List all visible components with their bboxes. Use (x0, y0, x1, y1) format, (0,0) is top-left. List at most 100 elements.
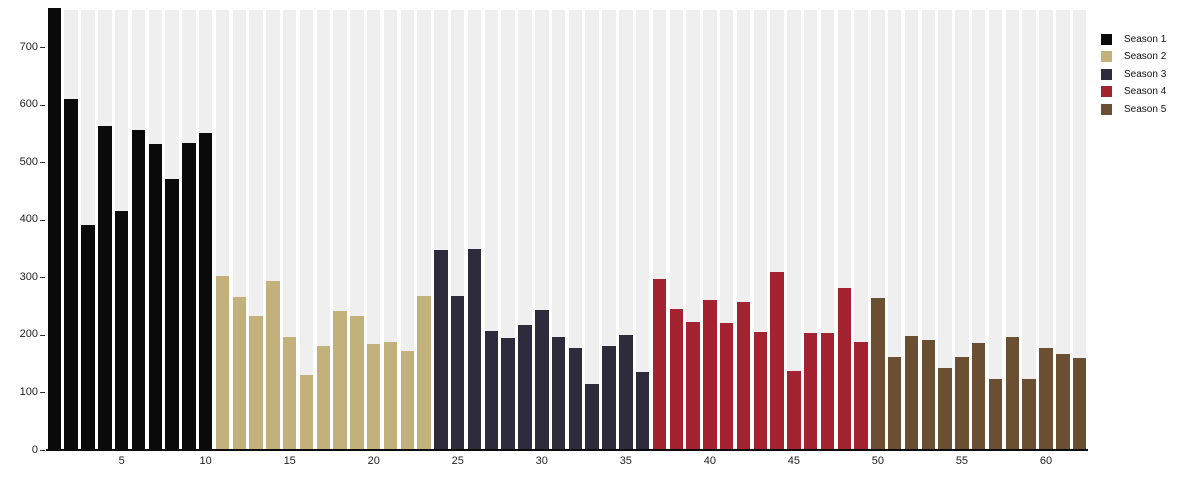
background-column (635, 10, 650, 450)
background-column (585, 10, 599, 450)
y-tick-label: 200 (19, 328, 38, 341)
legend-item: Season 1 (1101, 33, 1187, 45)
background-column (1022, 10, 1036, 450)
background-column (854, 10, 868, 450)
episode-bar (770, 271, 784, 450)
episode-bar (467, 248, 482, 450)
season-5-swatch-icon (1101, 103, 1112, 115)
episode-bar (282, 337, 297, 450)
x-tick-label: 15 (283, 455, 296, 467)
episode-bar (518, 324, 532, 450)
y-tick-label: 0 (31, 443, 38, 456)
background-column (383, 10, 398, 450)
season-4-swatch-icon (1101, 86, 1112, 97)
episode-bar (350, 316, 364, 450)
x-tick-label: 25 (451, 455, 464, 467)
episode-bar (501, 337, 515, 450)
episode-bar (400, 350, 415, 450)
episode-bar (114, 211, 129, 450)
x-tick-label: 35 (619, 455, 632, 467)
y-tick-mark (40, 392, 45, 394)
episode-bar (955, 356, 969, 450)
legend-item: Season 2 (1101, 51, 1187, 63)
background-column (400, 10, 415, 450)
episode-bar (198, 133, 213, 450)
episode-bar (417, 295, 431, 450)
episode-bar (1022, 379, 1036, 450)
episode-bar (753, 331, 767, 450)
episode-bar (602, 345, 616, 450)
episode-bar (854, 342, 868, 450)
background-column (316, 10, 331, 450)
episode-bar (669, 309, 683, 450)
legend-label: Season 4 (1124, 86, 1167, 97)
episode-bar (871, 298, 885, 450)
season-1-swatch-icon (1101, 33, 1112, 45)
episode-bar (652, 279, 667, 450)
episode-bar (182, 142, 196, 450)
episode-bar (719, 322, 734, 450)
legend-label: Season 1 (1124, 33, 1167, 45)
episode-bar (803, 333, 818, 450)
x-tick-label: 30 (535, 455, 548, 467)
legend-label: Season 2 (1124, 51, 1167, 62)
episode-bar (131, 129, 146, 450)
background-column (787, 10, 801, 450)
x-axis-line (46, 449, 1088, 451)
episode-bar (686, 321, 700, 450)
episode-bar (367, 344, 381, 450)
episode-bar (333, 311, 347, 450)
y-tick-label: 400 (19, 213, 38, 226)
y-tick-mark (40, 450, 45, 451)
background-column (367, 10, 381, 450)
x-tick-label: 45 (787, 455, 800, 467)
legend-label: Season 3 (1124, 68, 1167, 80)
episode-bar (484, 330, 499, 450)
episode-bar (148, 144, 162, 450)
x-tick-label: 10 (199, 455, 212, 467)
episode-bar (736, 302, 751, 450)
episode-bar (266, 280, 280, 450)
legend: Season 1 Season 2 Season 3 Season 4 Seas… (1101, 33, 1187, 121)
y-tick-mark (40, 162, 45, 164)
legend-item: Season 4 (1101, 86, 1187, 98)
episode-bar (972, 343, 986, 450)
episode-bar (938, 368, 952, 450)
y-tick-mark (40, 334, 45, 336)
episode-bar (1056, 353, 1070, 450)
episode-bar (904, 336, 919, 450)
background-column (568, 10, 583, 450)
background-column (938, 10, 952, 450)
episode-bar (98, 125, 112, 450)
episode-bar (988, 379, 1003, 450)
y-tick-mark (40, 47, 45, 49)
episode-bar (299, 375, 314, 450)
y-tick-mark (40, 219, 45, 221)
x-tick-label: 5 (118, 455, 125, 467)
episode-bar (820, 333, 835, 450)
x-tick-label: 50 (871, 455, 885, 467)
episode-bar (383, 341, 398, 450)
episode-bar (165, 179, 179, 450)
episode-bar (787, 371, 801, 450)
y-tick-mark (40, 277, 45, 279)
episode-bar (1072, 357, 1087, 450)
episode-bar (232, 297, 246, 450)
y-tick-label: 100 (19, 385, 38, 398)
legend-label: Season 5 (1124, 103, 1167, 115)
season-3-swatch-icon (1101, 68, 1112, 80)
background-column (955, 10, 969, 450)
episode-bar (535, 310, 549, 450)
background-column (299, 10, 314, 450)
episode-bar (703, 299, 717, 450)
background-column (1039, 10, 1053, 450)
y-tick-mark (40, 104, 45, 106)
episode-bar (837, 287, 852, 450)
episode-bar (451, 295, 465, 450)
legend-item: Season 3 (1101, 68, 1187, 80)
episode-bar (619, 334, 633, 450)
episode-bar (551, 336, 566, 450)
background-column (602, 10, 616, 450)
episode-bar (47, 8, 62, 450)
y-tick-label: 700 (19, 40, 38, 53)
